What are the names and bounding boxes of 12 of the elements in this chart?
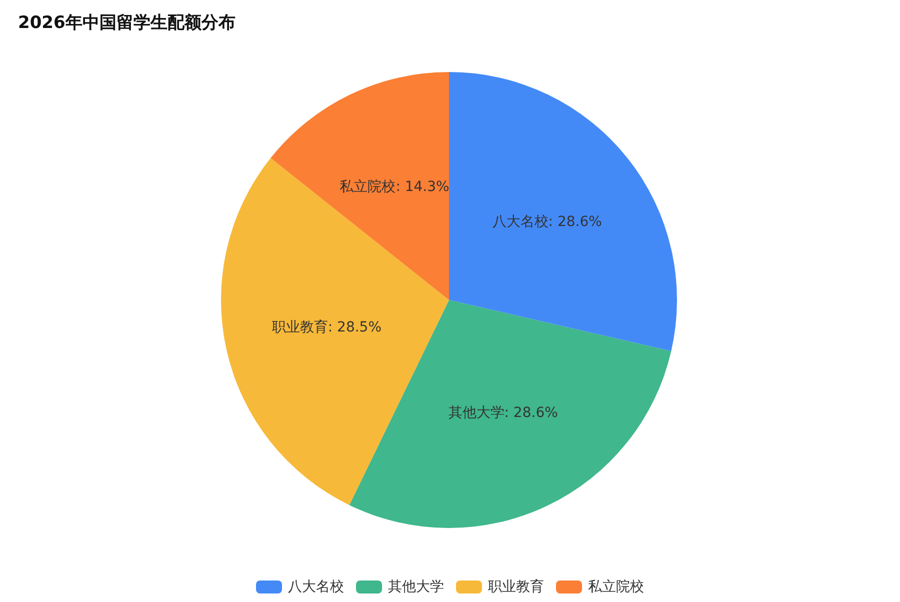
chart-title: 2026年中国留学生配额分布: [18, 13, 236, 33]
legend-label: 职业教育: [488, 578, 544, 595]
pie-slice: [449, 72, 677, 352]
legend-label: 其他大学: [388, 579, 444, 595]
data-label: 其他大学: 28.6%: [448, 405, 558, 422]
data-label: 私立院校: 14.3%: [340, 179, 450, 196]
pie-slice: [221, 158, 449, 506]
legend-label: 八大名校: [288, 579, 344, 595]
data-label: 八大名校: 28.6%: [492, 214, 602, 230]
pie-slice: [270, 72, 449, 300]
data-label: 职业教育: 28.5%: [272, 318, 382, 336]
legend-label: 私立院校: [588, 579, 644, 595]
